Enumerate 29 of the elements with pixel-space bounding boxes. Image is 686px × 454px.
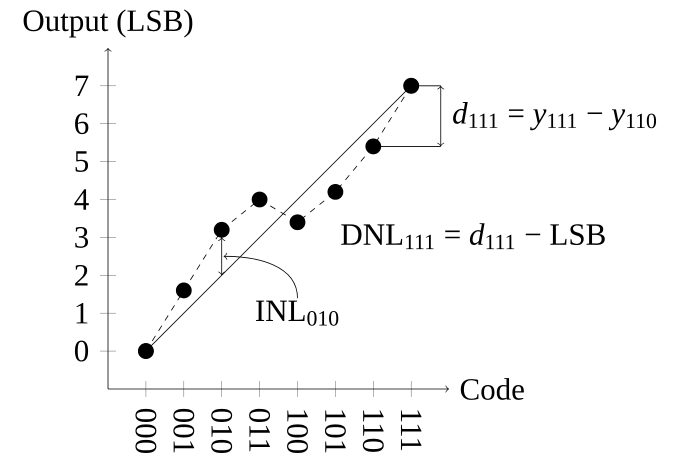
point [328, 184, 344, 200]
annotation: INL$_{010}$ [256, 300, 338, 326]
point [365, 138, 382, 154]
x-tick-label: 111 [400, 410, 422, 450]
y-tick-label: 7 [76, 76, 88, 96]
point [138, 343, 154, 359]
y-tick-label: 1 [76, 302, 88, 324]
x-tick-label: 001 [173, 408, 194, 452]
x-tick-label: 101 [324, 410, 346, 452]
y-tick-label: 0 [74, 340, 88, 362]
x-tick-label: 110 [362, 410, 384, 452]
point [290, 214, 306, 230]
x-tick-label: 100 [287, 410, 308, 454]
y-axis-title: Output (LSB) [24, 9, 192, 38]
annotation: DNL$_{111}$ = d$_{111}$ − LSB [341, 223, 605, 250]
y-tick-label: 4 [74, 189, 89, 210]
annotation: d$_{111}$ = y$_{111}$ − y$_{110}$ [453, 102, 656, 130]
y-tick-label: 2 [75, 265, 88, 286]
y-tick-label: 3 [75, 226, 88, 248]
x-tick-label: 000 [135, 408, 156, 454]
point [176, 282, 192, 298]
y-tick-label: 5 [76, 151, 88, 172]
point [403, 78, 420, 94]
x-tick-label: 011 [249, 408, 270, 452]
y-tick-label: 6 [75, 113, 88, 134]
point [252, 192, 268, 208]
point [214, 222, 230, 238]
x-tick-label: 010 [211, 408, 232, 454]
x-axis-title: Code [460, 378, 524, 400]
